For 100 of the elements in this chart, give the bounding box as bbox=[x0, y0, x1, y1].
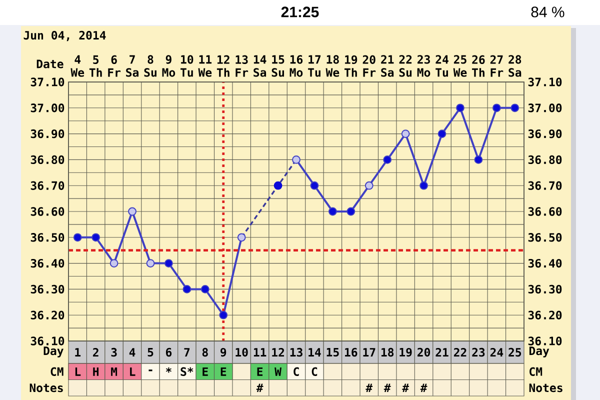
category-label: L bbox=[75, 367, 81, 376]
category-label: M bbox=[111, 367, 118, 376]
point bbox=[182, 285, 192, 294]
x-tick-label: 25 bbox=[508, 348, 522, 357]
category-label: # bbox=[402, 384, 410, 392]
text: 84 % bbox=[531, 6, 564, 18]
x-axis-title: Day bbox=[44, 346, 64, 358]
point bbox=[474, 156, 483, 164]
y-tick-label: 36.10 bbox=[30, 336, 64, 346]
y-tick-label: 36.30 bbox=[30, 284, 64, 294]
x-tick-label: 18 bbox=[381, 348, 394, 357]
category-label: H bbox=[93, 367, 99, 376]
category-label: W bbox=[274, 367, 282, 376]
y-tick-label: 36.20 bbox=[30, 310, 64, 320]
x-tick-label: 4 bbox=[129, 348, 136, 356]
point bbox=[420, 181, 428, 190]
y2-tick-label: 36.80 bbox=[528, 155, 562, 164]
point bbox=[128, 207, 136, 216]
x2-tick-label: 7 Sa bbox=[126, 55, 138, 77]
text: Notes bbox=[30, 384, 63, 392]
x-tick-label: 11 bbox=[254, 348, 266, 356]
x2-tick-label: 8 Su bbox=[144, 55, 156, 77]
x2-tick-label: 27 Fr bbox=[490, 55, 504, 77]
y2-tick-label: 36.30 bbox=[528, 284, 562, 294]
point bbox=[310, 181, 319, 190]
point bbox=[92, 233, 100, 242]
text: 21:25 bbox=[281, 6, 319, 18]
y-tick-label: 36.70 bbox=[30, 181, 64, 190]
category-label: # bbox=[366, 384, 373, 392]
point bbox=[274, 181, 282, 190]
point bbox=[456, 104, 464, 112]
point bbox=[73, 233, 82, 242]
x2-tick-label: 19 Th bbox=[344, 55, 358, 77]
x-tick-label: 14 bbox=[308, 348, 321, 356]
y-tick-label: 37.00 bbox=[30, 104, 64, 112]
x2-tick-label: 14 Sa bbox=[254, 55, 266, 77]
x-tick-label: 5 bbox=[148, 348, 154, 357]
x-tick-label: 1 bbox=[75, 348, 81, 356]
category-label: E bbox=[202, 367, 208, 376]
category-label: C bbox=[294, 367, 299, 376]
category-label: L bbox=[130, 367, 136, 376]
x2-tick-label: 17 Tu bbox=[308, 55, 321, 77]
x2-tick-label: 22 Su bbox=[399, 55, 412, 77]
category-label: # bbox=[384, 384, 391, 392]
x2-tick-label: 5 Th bbox=[89, 55, 102, 77]
category-label: S* bbox=[180, 367, 194, 376]
x-tick-label: 15 bbox=[326, 348, 339, 357]
x2-tick-label: 25 We bbox=[453, 55, 467, 77]
y2-tick-label: 37.00 bbox=[528, 104, 562, 112]
point bbox=[110, 259, 118, 268]
x-tick-label: 9 bbox=[220, 348, 226, 357]
point bbox=[510, 104, 520, 112]
category-label: E bbox=[220, 367, 226, 376]
x-tick-label: 19 bbox=[400, 348, 412, 357]
category-label: E bbox=[257, 367, 263, 376]
chart-title: Jun 04, 2014 bbox=[24, 30, 106, 42]
x2-tick-label: 12 Th bbox=[216, 55, 230, 77]
point bbox=[200, 285, 210, 294]
x2-tick-label: 18 We bbox=[326, 55, 340, 77]
y-tick-label: 37.10 bbox=[30, 78, 64, 86]
y-tick-label: 36.50 bbox=[30, 233, 64, 242]
point bbox=[383, 156, 392, 164]
point bbox=[492, 104, 501, 112]
point bbox=[237, 233, 246, 242]
y2-tick-label: 36.60 bbox=[528, 207, 562, 216]
y2-tick-label: 36.20 bbox=[528, 310, 562, 320]
point bbox=[292, 156, 300, 164]
x-tick-label: 24 bbox=[490, 348, 504, 357]
category-label: # bbox=[256, 384, 264, 392]
point bbox=[401, 130, 410, 138]
category-label: C bbox=[312, 367, 318, 376]
x2-tick-label: 10 Tu bbox=[180, 55, 194, 77]
y-tick-label: 36.90 bbox=[30, 129, 64, 138]
y2-tick-label: 36.90 bbox=[528, 129, 562, 138]
x-tick-label: 16 bbox=[345, 348, 358, 357]
y2-tick-label: 36.70 bbox=[528, 181, 562, 190]
x-tick-label: 20 bbox=[418, 348, 430, 357]
y2-tick-label: 37.10 bbox=[528, 78, 562, 86]
x2-tick-label: 24 Tu bbox=[436, 55, 448, 77]
x2-tick-label: 11 We bbox=[198, 55, 212, 77]
text: Day bbox=[529, 346, 550, 358]
x-tick-label: 22 bbox=[454, 348, 466, 357]
x-tick-label: 17 bbox=[363, 348, 376, 356]
text: CM bbox=[50, 367, 64, 376]
x2-tick-label: 6 Fr bbox=[108, 55, 121, 77]
y-tick-label: 36.80 bbox=[30, 155, 64, 164]
x-tick-label: 7 bbox=[184, 348, 190, 356]
x2-axis-title: Date bbox=[36, 60, 64, 68]
x2-tick-label: 28 Sa bbox=[508, 55, 522, 77]
y2-tick-label: 36.10 bbox=[528, 336, 562, 346]
x2-tick-label: 21 Sa bbox=[381, 55, 394, 77]
x-tick-label: 8 bbox=[202, 348, 208, 357]
category-label: * bbox=[166, 367, 172, 373]
x-tick-label: 21 bbox=[436, 348, 448, 357]
x2-tick-label: 4 We bbox=[70, 55, 84, 77]
x-tick-label: 23 bbox=[472, 348, 485, 357]
y-tick-label: 36.40 bbox=[30, 258, 64, 268]
y-tick-label: 36.60 bbox=[30, 207, 64, 216]
x2-tick-label: 15 Su bbox=[272, 55, 284, 77]
point bbox=[346, 207, 356, 216]
